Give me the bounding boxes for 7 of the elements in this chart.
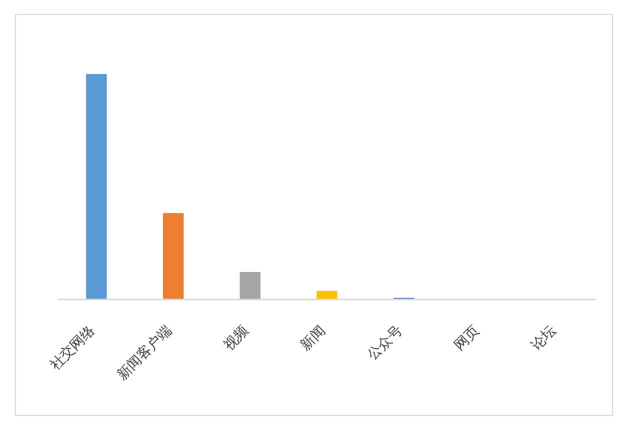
x-tick-label: 社交网络 bbox=[47, 322, 98, 374]
x-tick-label: 公众号 bbox=[364, 322, 406, 364]
x-tick-label: 网页 bbox=[451, 322, 483, 354]
x-tick-label: 视频 bbox=[220, 322, 252, 354]
x-tick-label: 新闻客户端 bbox=[114, 322, 176, 384]
x-tick-label: 新闻 bbox=[298, 322, 329, 354]
x-tick-label: 论坛 bbox=[528, 322, 560, 354]
